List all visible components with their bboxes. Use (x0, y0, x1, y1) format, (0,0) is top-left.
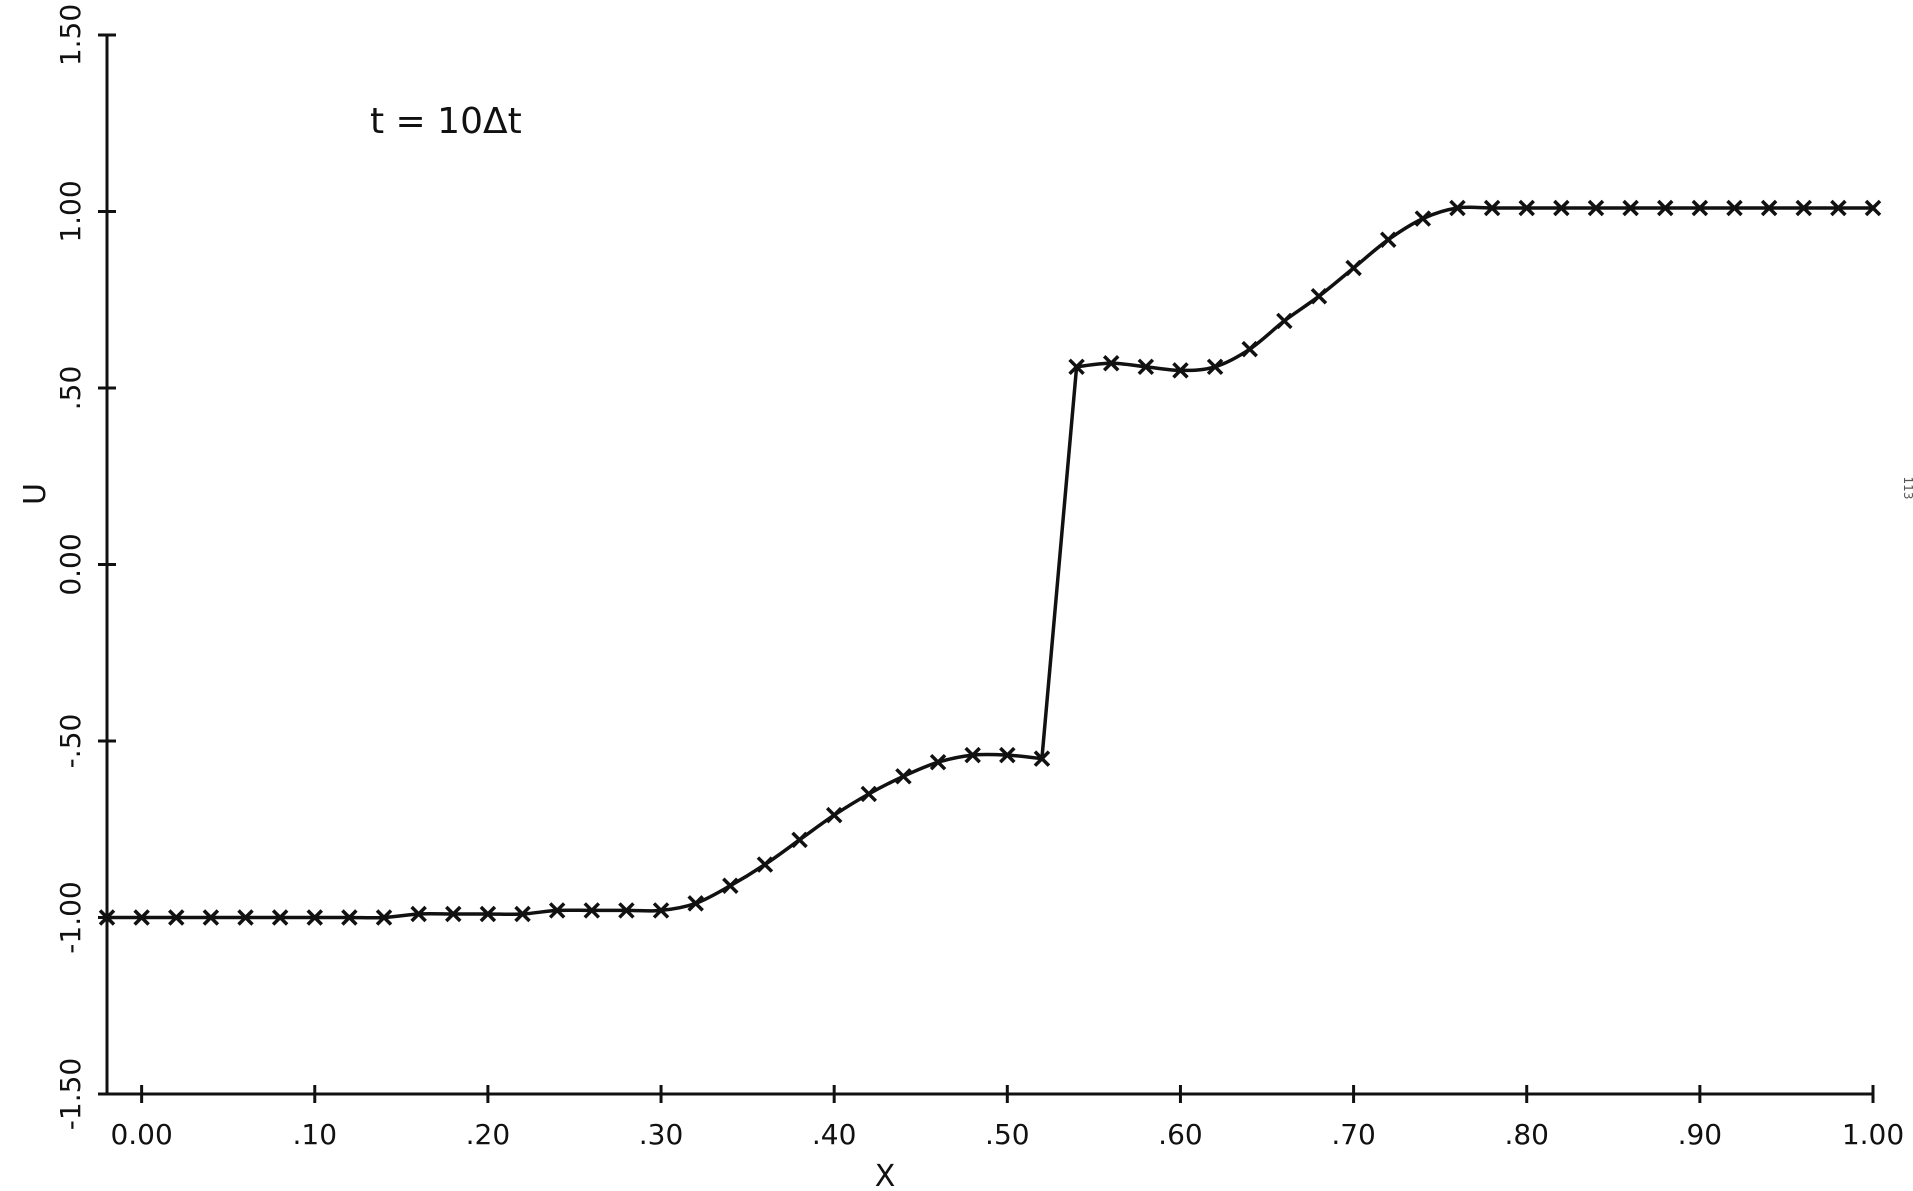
y-tick-label: 0.00 (54, 533, 87, 595)
data-point (168, 909, 185, 926)
data-point (1691, 199, 1709, 217)
data-point (1622, 199, 1639, 217)
data-point (1102, 355, 1120, 372)
data-point (929, 753, 947, 771)
y-tick-label: -1.00 (54, 881, 87, 953)
data-point (548, 902, 566, 919)
data-point (999, 746, 1016, 764)
y-tick-label: 1.00 (54, 180, 87, 242)
data-point (652, 902, 670, 919)
x-tick-label: .10 (292, 1118, 337, 1151)
data-point (583, 902, 601, 919)
data-point (1864, 199, 1882, 217)
data-point (1241, 340, 1258, 358)
data-point (202, 909, 220, 926)
x-tick-label: .80 (1504, 1118, 1549, 1151)
data-point (1553, 199, 1570, 217)
data-point (1172, 362, 1189, 379)
x-tick-label: .70 (1331, 1118, 1376, 1151)
x-tick-label: .90 (1678, 1118, 1723, 1151)
y-tick-label: -.50 (54, 714, 87, 769)
data-point (271, 909, 289, 926)
data-point (1345, 259, 1362, 277)
data-point (98, 909, 116, 926)
x-tick-label: .40 (812, 1118, 857, 1151)
data-point (860, 785, 878, 803)
x-tick-label: .50 (985, 1118, 1030, 1151)
y-axis-title: U (18, 483, 53, 505)
data-point (306, 909, 324, 926)
axis-ticks: 0.00 .10 .20 .30 .40 .50 .60 .70 .80 .90 1.00 -1.50… (54, 4, 1904, 1151)
x-tick-label: .20 (466, 1118, 511, 1151)
data-point (1137, 358, 1155, 376)
x-axis-title: X (875, 1159, 896, 1191)
data-point (964, 746, 981, 764)
data-point (1795, 199, 1812, 217)
data-point (1760, 199, 1778, 217)
data-point (1483, 199, 1501, 217)
data-point (1033, 750, 1051, 767)
data-point (895, 768, 912, 785)
data-point (341, 909, 358, 926)
data-point (1657, 199, 1674, 217)
x-tick-label: .30 (639, 1118, 684, 1151)
y-tick-label: -1.50 (54, 1058, 87, 1130)
data-point (1830, 199, 1847, 217)
x-tick-label: 1.00 (1842, 1118, 1904, 1151)
data-point (1587, 199, 1605, 217)
data-point (687, 895, 704, 912)
data-point (1276, 312, 1293, 330)
y-tick-label: .50 (54, 366, 87, 411)
data-point (825, 806, 843, 824)
margin-note: 113 (1901, 477, 1913, 500)
data-point (375, 909, 393, 926)
data-point (1449, 199, 1466, 217)
data-point (1726, 199, 1743, 217)
data-point (1518, 199, 1535, 217)
series-layer (98, 199, 1882, 926)
data-point (1414, 210, 1432, 227)
data-point (1310, 287, 1328, 305)
data-point (791, 831, 808, 849)
data-point (237, 909, 254, 926)
data-point (1379, 231, 1397, 248)
data-point (756, 856, 774, 873)
x-tick-label: .60 (1158, 1118, 1203, 1151)
data-point (514, 905, 531, 923)
data-point (1206, 358, 1224, 376)
time-annotation: t = 10Δt (370, 101, 522, 142)
data-point (133, 909, 150, 926)
x-tick-label: 0.00 (110, 1118, 172, 1151)
data-point (479, 905, 497, 923)
data-point (618, 902, 635, 919)
data-point (1068, 358, 1085, 376)
series-line (107, 205, 1873, 920)
data-point (722, 877, 739, 894)
y-tick-label: 1.50 (54, 4, 87, 66)
data-point (445, 905, 462, 923)
data-point (410, 905, 427, 923)
